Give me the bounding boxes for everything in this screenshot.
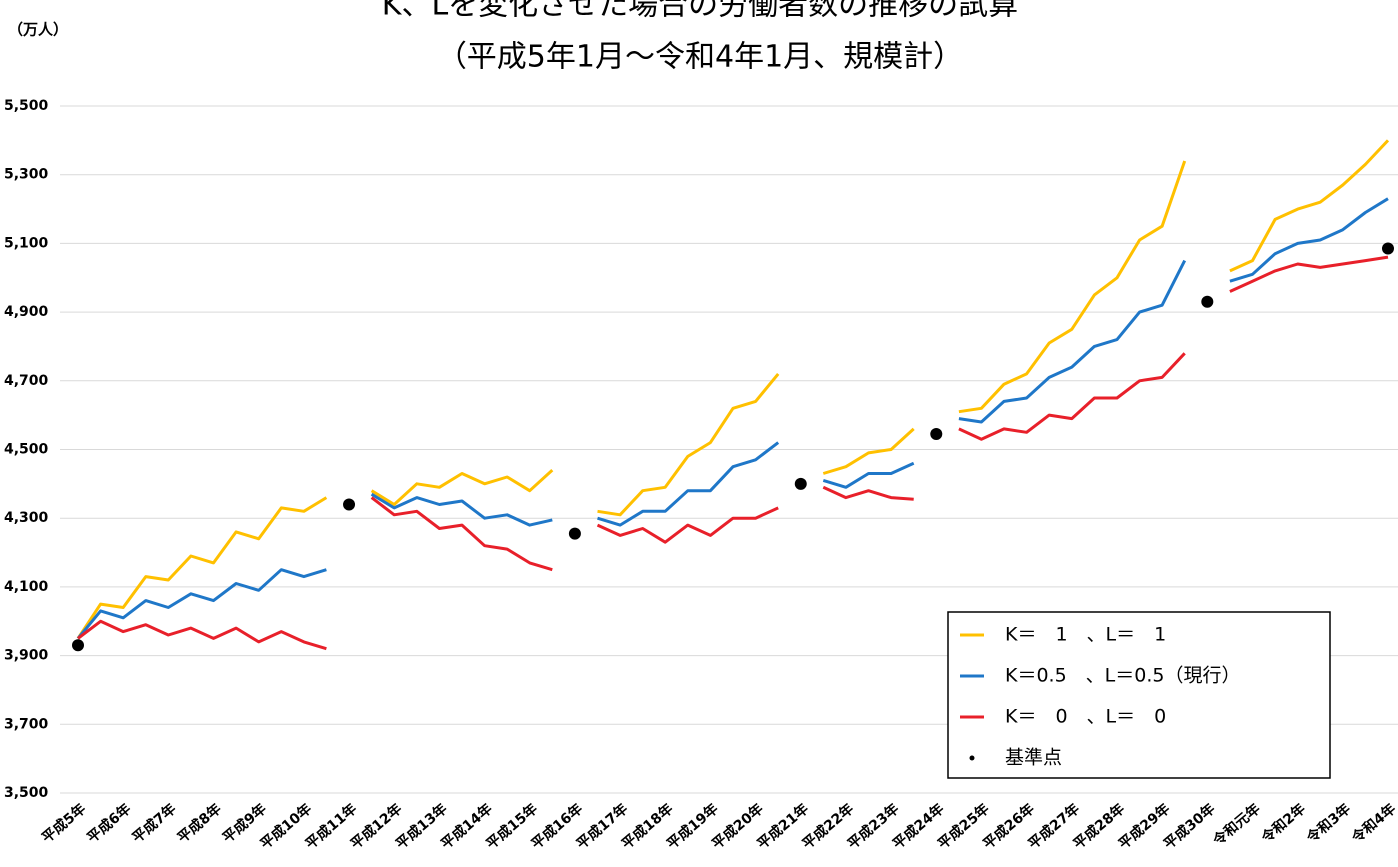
benchmark-point — [1382, 242, 1394, 255]
legend-label: K＝ 0 、L＝ 0 — [1005, 706, 1166, 728]
legend-box — [947, 611, 1331, 779]
benchmark-point — [930, 428, 943, 441]
chart-title: K、Lを変化させた場合の労働者数の推移の試算 — [382, 0, 1018, 23]
x-tick-label: 令和4年 — [1348, 800, 1398, 847]
benchmark-point — [568, 527, 581, 540]
series-line — [77, 255, 1389, 651]
chart-subtitle: （平成5年1月～令和4年1月、規模計） — [437, 40, 963, 75]
y-tick-label: 4,100 — [4, 579, 49, 595]
benchmark-point — [343, 498, 356, 511]
x-tick-label: 平成30年 — [1160, 800, 1218, 853]
x-tick-label: 平成8年 — [174, 800, 225, 846]
x-tick-label: 令和元年 — [1209, 800, 1264, 850]
y-tick-label: 5,300 — [4, 167, 49, 183]
y-tick-label: 5,500 — [4, 98, 49, 114]
x-tick-label: 平成7年 — [129, 800, 180, 846]
y-tick-label: 4,300 — [4, 510, 49, 526]
y-tick-label: 4,500 — [4, 442, 49, 458]
legend-label: K＝0.5 、L＝0.5（現行） — [1005, 665, 1240, 687]
y-tick-label: 4,700 — [4, 373, 49, 389]
legend-label: K＝ 1 、L＝ 1 — [1005, 624, 1166, 646]
benchmark-point — [794, 477, 807, 490]
legend-label: 基準点 — [1005, 747, 1062, 769]
y-tick-label: 5,100 — [4, 235, 49, 251]
x-tick-label: 平成6年 — [84, 800, 135, 846]
benchmark-point — [72, 639, 84, 652]
y-axis-label: （万人） — [8, 21, 68, 39]
y-tick-label: 3,900 — [4, 648, 49, 664]
legend-swatch — [969, 755, 975, 761]
x-tick-label: 平成5年 — [39, 800, 90, 846]
x-tick-label: 令和3年 — [1303, 800, 1354, 847]
y-tick-label: 3,500 — [4, 785, 49, 801]
y-tick-label: 3,700 — [4, 716, 49, 732]
series-line — [76, 197, 1389, 640]
series-line — [76, 139, 1390, 640]
benchmark-point — [1201, 295, 1214, 308]
x-tick-label: 令和2年 — [1257, 800, 1308, 847]
y-tick-label: 4,900 — [4, 304, 49, 320]
